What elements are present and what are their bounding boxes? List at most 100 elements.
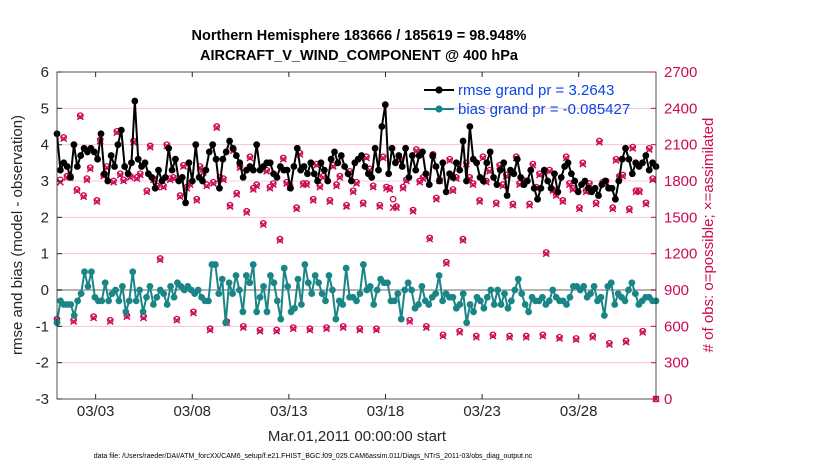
obs-possible-point	[93, 197, 101, 204]
legend: rmse grand pr = 3.2643 bias grand pr = -…	[424, 82, 630, 118]
obs-assimilated-point	[629, 144, 637, 152]
obs-assimilated-point	[193, 196, 201, 204]
rmse-point	[192, 141, 200, 149]
bias-point	[260, 282, 267, 290]
bias-point	[545, 297, 553, 305]
obs-possible-point	[426, 234, 434, 242]
obs-possible-point	[569, 184, 577, 192]
rmse-point	[209, 141, 217, 149]
y2-tick-label: 1500	[664, 209, 697, 226]
rmse-point	[452, 159, 460, 167]
rmse-point	[253, 141, 261, 149]
rmse-point	[232, 152, 240, 159]
rmse-point	[381, 101, 389, 109]
rmse-point	[540, 166, 548, 174]
obs-assimilated-point	[372, 326, 380, 334]
rmse-point	[493, 181, 501, 189]
tick-layer: 0 300 600 900 1200 1500 1800 2100 2400 2700 -3 -2 -1…	[36, 64, 698, 420]
rmse-point	[534, 195, 541, 203]
bias-point	[301, 261, 309, 268]
bias-point	[153, 293, 161, 301]
obs-possible-point	[249, 184, 257, 192]
obs-assimilated-point	[432, 195, 440, 203]
obs-possible-point	[449, 186, 457, 193]
obs-assimilated-point	[459, 236, 467, 244]
obs-possible-point	[509, 200, 517, 208]
bias-point	[160, 290, 168, 298]
obs-possible-point	[389, 195, 397, 203]
obs-possible-point	[626, 205, 633, 213]
rmse-point	[642, 152, 650, 159]
rmse-point	[344, 170, 352, 178]
obs-possible-point	[176, 192, 184, 199]
y2-tick-label: 600	[664, 318, 689, 335]
obs-assimilated-point	[625, 206, 633, 214]
obs-assimilated-point	[203, 182, 211, 190]
obs-possible-point	[479, 153, 487, 161]
obs-possible-point	[289, 324, 297, 331]
obs-possible-point	[233, 189, 241, 197]
rmse-point	[402, 144, 409, 152]
bias-point	[119, 282, 126, 290]
bias-point	[263, 308, 271, 316]
obs-possible-point	[522, 332, 530, 340]
bias-point	[549, 286, 557, 294]
obs-assimilated-point	[469, 181, 477, 189]
bias-point	[397, 315, 405, 323]
rmse-point	[412, 166, 420, 174]
obs-assimilated-point	[339, 324, 347, 332]
obs-assimilated-point	[289, 325, 297, 333]
obs-possible-point	[409, 206, 417, 214]
obs-assimilated-point	[159, 183, 168, 191]
rmse-point	[517, 173, 525, 181]
rmse-point	[188, 177, 196, 185]
bias-point	[342, 264, 350, 272]
obs-possible-point	[226, 201, 234, 209]
bias-point	[356, 290, 364, 298]
bias-point	[538, 293, 546, 301]
obs-possible-point	[323, 324, 330, 331]
bias-point	[139, 308, 147, 316]
rmse-point	[229, 144, 237, 152]
obs-possible-point	[609, 204, 617, 211]
obs-possible-point	[416, 177, 424, 185]
bias-point	[129, 268, 137, 276]
bias-point	[621, 297, 629, 305]
bias-point	[115, 297, 123, 305]
rmse-point	[212, 155, 220, 163]
bias-point	[163, 301, 171, 308]
obs-possible-point	[639, 327, 647, 335]
obs-possible-point	[349, 187, 357, 195]
obs-possible-point	[489, 331, 497, 339]
rmse-point	[371, 144, 379, 152]
bias-point	[70, 312, 78, 319]
y-tick-label: 5	[41, 100, 49, 117]
bias-point	[315, 279, 323, 287]
bias-point	[125, 297, 133, 305]
y2-axis-label: # of obs: o=possible; ×=assimilated	[700, 118, 717, 353]
rmse-point	[554, 188, 562, 196]
rmse-point	[615, 177, 623, 185]
bias-point	[525, 308, 533, 316]
y-tick-label: -3	[36, 391, 49, 408]
rmse-point	[182, 199, 189, 207]
bias-point	[477, 297, 484, 305]
rmse-point	[395, 152, 403, 159]
rmse-point	[310, 170, 318, 178]
rmse-point	[524, 177, 531, 185]
rmse-point	[463, 177, 470, 185]
obs-possible-point	[506, 332, 513, 340]
bias-point	[501, 290, 508, 298]
rmse-point	[117, 126, 125, 134]
bias-point	[229, 290, 236, 298]
bias-point	[167, 282, 175, 290]
rmse-point	[107, 152, 115, 159]
y-axis-label: rmse and bias (model - observation)	[9, 115, 26, 355]
rmse-point	[124, 170, 132, 178]
obs-assimilated-point	[306, 326, 314, 334]
legend-rmse-marker	[435, 86, 443, 94]
rmse-point	[571, 177, 579, 185]
rmse-point	[361, 163, 369, 170]
rmse-point	[388, 144, 396, 152]
bias-point	[390, 297, 398, 305]
